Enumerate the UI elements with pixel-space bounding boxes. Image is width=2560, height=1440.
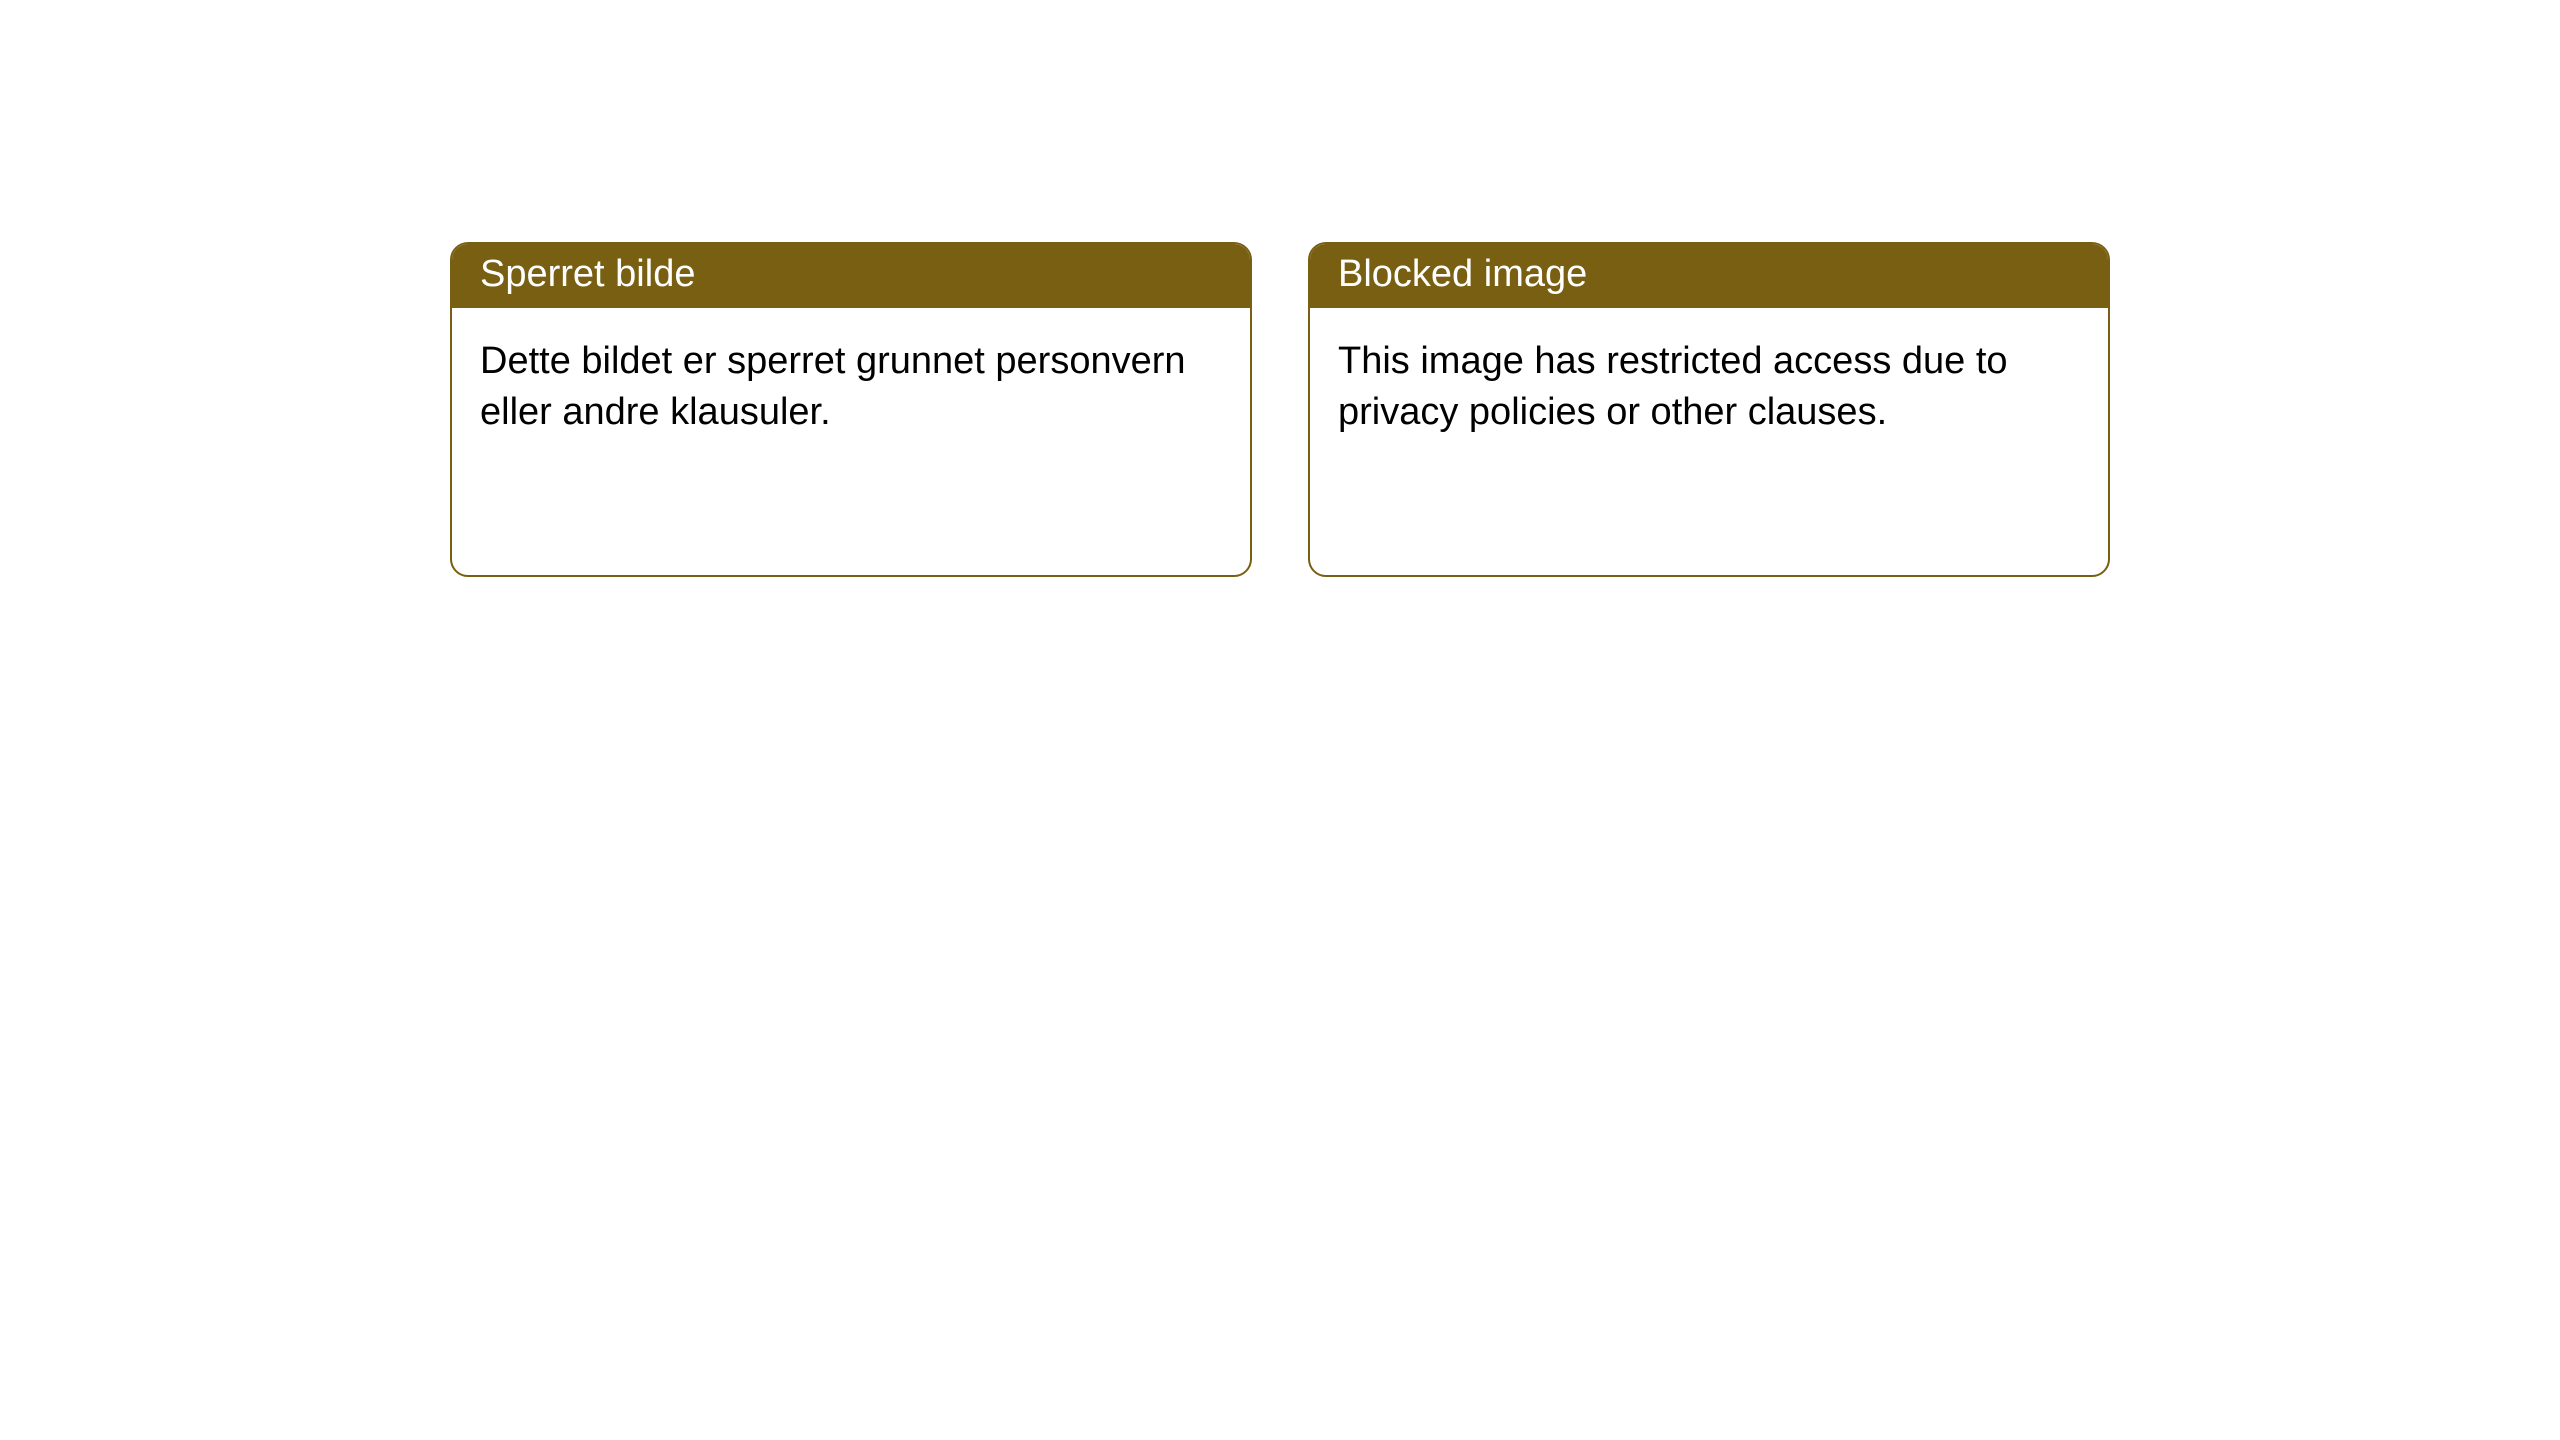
notice-body-text: Dette bildet er sperret grunnet personve… xyxy=(480,340,1186,433)
notice-card-english: Blocked image This image has restricted … xyxy=(1308,242,2110,577)
notice-title: Blocked image xyxy=(1338,253,1587,295)
notice-title: Sperret bilde xyxy=(480,253,695,295)
notice-card-norwegian: Sperret bilde Dette bildet er sperret gr… xyxy=(450,242,1252,577)
notice-header: Blocked image xyxy=(1310,244,2108,308)
notice-body: This image has restricted access due to … xyxy=(1310,308,2108,467)
notice-body-text: This image has restricted access due to … xyxy=(1338,340,2008,433)
notice-header: Sperret bilde xyxy=(452,244,1250,308)
notice-body: Dette bildet er sperret grunnet personve… xyxy=(452,308,1250,467)
notice-container: Sperret bilde Dette bildet er sperret gr… xyxy=(0,0,2560,577)
